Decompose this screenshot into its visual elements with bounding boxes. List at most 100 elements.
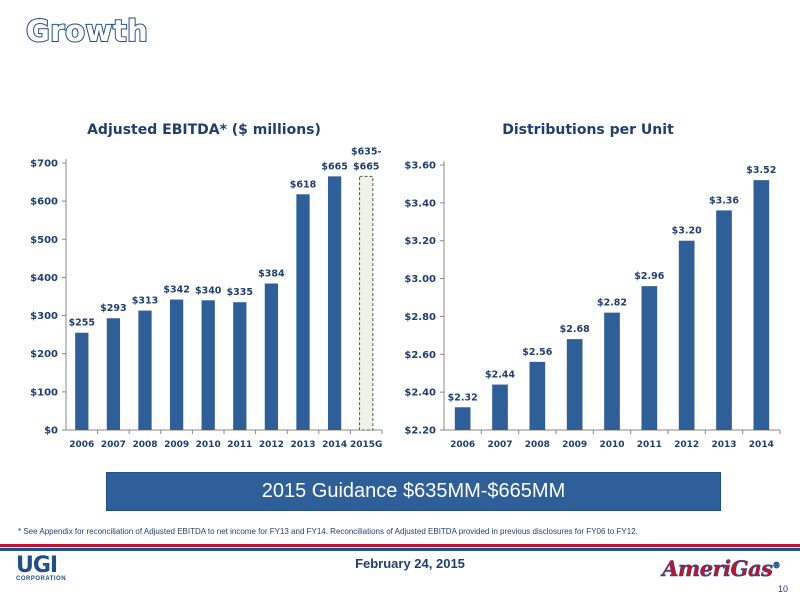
y-tick-label: $3.20: [404, 236, 436, 247]
x-tick-label: 2007: [487, 440, 512, 450]
x-tick-label: 2010: [599, 440, 624, 450]
ugi-logo-mark: UGI: [16, 553, 58, 578]
x-tick-label: 2011: [227, 440, 252, 450]
footer-rule-red: [0, 544, 800, 547]
bar: [138, 310, 152, 430]
data-label-line: $2.68: [560, 324, 590, 335]
y-tick-label: $700: [30, 159, 58, 170]
guidance-bar: [359, 175, 374, 431]
data-label-line: $3.20: [672, 226, 702, 237]
data-label: $2.68: [560, 324, 590, 335]
data-label: $3.20: [672, 226, 702, 237]
x-tick-label: 2012: [259, 440, 284, 450]
y-tick-label: $3.60: [404, 161, 436, 172]
ebitda-chart: Adjusted EBITDA* ($ millions) $0 $100 $200 $…: [30, 122, 383, 450]
bar: [753, 180, 770, 430]
data-label-line: $665: [353, 161, 379, 172]
data-label-line: $3.36: [709, 195, 739, 206]
x-tick-label: 2008: [525, 440, 550, 450]
bar: [233, 302, 247, 430]
data-label: $2.32: [448, 392, 478, 403]
x-tick-label: 2013: [290, 440, 315, 450]
data-label-line: $255: [69, 318, 95, 329]
footnote: * See Appendix for reconciliation of Adj…: [18, 527, 638, 536]
data-label: $342: [163, 285, 189, 296]
registered-mark: ®: [772, 560, 781, 571]
distributions-chart: Distributions per Unit $2.20 $2.40 $2.60 $2.…: [404, 122, 781, 450]
y-tick-label: $200: [30, 349, 58, 360]
presentation-date: February 24, 2015: [355, 556, 465, 571]
bar: [327, 176, 342, 430]
x-tick-label: 2009: [164, 440, 189, 450]
footer-rule-blue: [0, 548, 800, 551]
bar: [529, 361, 546, 430]
bar: [566, 339, 583, 430]
ugi-logo-subtitle: CORPORATION: [16, 576, 67, 582]
amerigas-logo-text: AmeriGas: [662, 556, 773, 582]
data-label: $3.36: [709, 195, 739, 206]
y-tick-label: $600: [30, 197, 58, 208]
data-label: $335: [227, 287, 253, 298]
data-label: $2.96: [634, 271, 664, 282]
bar: [604, 312, 620, 430]
data-label-line: $2.32: [448, 392, 478, 403]
x-tick-label: 2013: [711, 440, 736, 450]
y-tick-label: $3.40: [404, 198, 436, 209]
data-label: $2.44: [485, 370, 515, 381]
data-label-line: $2.96: [634, 271, 664, 282]
bar: [296, 194, 310, 430]
data-label-line: $313: [132, 296, 158, 307]
data-label: $313: [132, 296, 158, 307]
bar: [264, 283, 279, 430]
guidance-banner: 2015 Guidance $635MM-$665MM: [106, 472, 721, 511]
data-label: $2.82: [597, 298, 627, 309]
data-label-line: $384: [258, 269, 285, 280]
x-tick-label: 2006: [69, 440, 94, 450]
data-label-line: $342: [163, 285, 189, 296]
bar: [678, 240, 695, 430]
y-tick-label: $2.20: [404, 426, 436, 437]
y-tick-label: $0: [44, 426, 58, 437]
x-tick-label: 2015G: [350, 440, 382, 450]
x-tick-label: 2012: [674, 440, 699, 450]
data-label-line: $665: [321, 161, 347, 172]
data-label: $665: [321, 161, 347, 172]
data-label: $618: [290, 179, 317, 190]
x-tick-label: 2011: [637, 440, 662, 450]
bar: [106, 318, 121, 430]
amerigas-logo: AmeriGas®: [662, 556, 781, 582]
y-tick-label: $500: [30, 235, 58, 246]
bar: [492, 384, 508, 430]
x-tick-label: 2006: [450, 440, 475, 450]
y-tick-label: $2.60: [404, 350, 436, 361]
y-tick-label: $3.00: [404, 274, 436, 285]
slide-title: Growth: [25, 13, 149, 49]
chart-title-1: Distributions per Unit: [502, 122, 674, 138]
x-tick-label: 2010: [196, 440, 221, 450]
bar: [641, 286, 658, 430]
bar: [75, 332, 89, 430]
data-label-line: $2.56: [522, 347, 552, 358]
bar: [169, 299, 184, 430]
page-number: 10: [777, 584, 788, 594]
x-tick-label: 2008: [132, 440, 157, 450]
y-tick-label: $2.80: [404, 312, 436, 323]
y-tick-label: $2.40: [404, 388, 436, 399]
data-label-line: $635-: [351, 146, 381, 157]
chart-title-0: Adjusted EBITDA* ($ millions): [87, 122, 321, 138]
data-label: $384: [258, 269, 285, 280]
x-tick-label: 2014: [322, 440, 347, 450]
bar: [454, 407, 471, 430]
data-label: $2.56: [522, 347, 552, 358]
data-label: $635- $665: [351, 146, 381, 172]
data-label: $293: [100, 303, 126, 314]
data-label: $340: [195, 285, 222, 296]
ugi-logo: UGI CORPORATION: [16, 553, 76, 586]
data-label-line: $340: [195, 285, 222, 296]
data-label-line: $618: [290, 179, 317, 190]
x-tick-label: 2014: [749, 440, 774, 450]
data-label-line: $2.82: [597, 298, 627, 309]
data-label-line: $293: [100, 303, 126, 314]
data-label-line: $335: [227, 287, 253, 298]
bar: [201, 300, 215, 430]
